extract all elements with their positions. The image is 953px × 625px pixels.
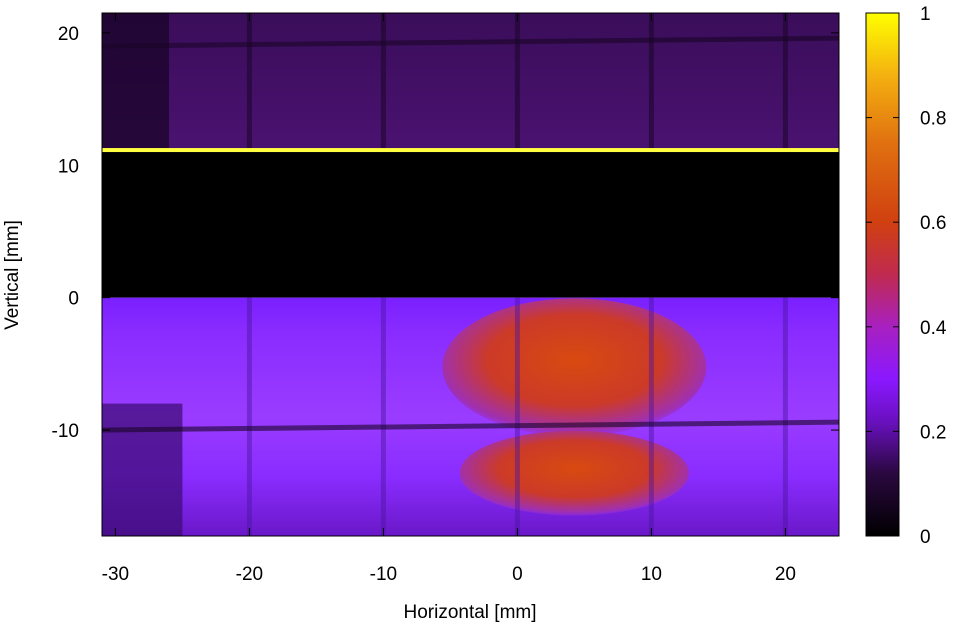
colorbar: 0 0.2 0.4 0.6 0.8 1 [865,4,947,548]
y-tick-label: -10 [52,421,79,442]
x-tick-label: -20 [236,564,263,585]
colorbar-tick-label: 0 [920,527,931,548]
x-tick-label: -10 [370,564,397,585]
y-tick-label: 10 [58,156,79,177]
colorbar-tick-label: 0.8 [920,109,946,130]
region-dark-gap [102,152,839,298]
region-upper-band [102,13,839,150]
y-axis: -10 0 10 20 [52,24,839,442]
region-hot-spot-upper [442,298,707,437]
x-tick-label: -30 [102,564,129,585]
y-tick-label: 0 [68,289,79,310]
colorbar-tick-label: 0.2 [920,422,946,443]
x-tick-label: 0 [512,564,523,585]
region-left-shadow [102,403,183,536]
colorbar-tick-label: 0.4 [920,318,947,339]
region-upper-left-shadow [102,13,169,149]
x-tick-label: 10 [641,564,662,585]
colorbar-gradient [865,12,900,537]
x-tick-label: 20 [775,564,796,585]
plot-area [102,13,839,536]
grid-shadow-horizontal [102,419,839,433]
y-tick-label: 20 [58,24,79,45]
x-axis-label: Horizontal [mm] [403,602,536,623]
colorbar-tick-label: 0.6 [920,213,946,234]
plot-frame [101,12,840,537]
x-axis: -30 -20 -10 0 10 20 [102,13,796,585]
grid-shadow-horizontal [102,35,839,49]
colorbar-tick-label: 1 [920,4,931,25]
y-axis-label: Vertical [mm] [2,220,23,330]
region-hot-spot-lower [459,430,689,516]
region-bright-line [102,148,839,153]
